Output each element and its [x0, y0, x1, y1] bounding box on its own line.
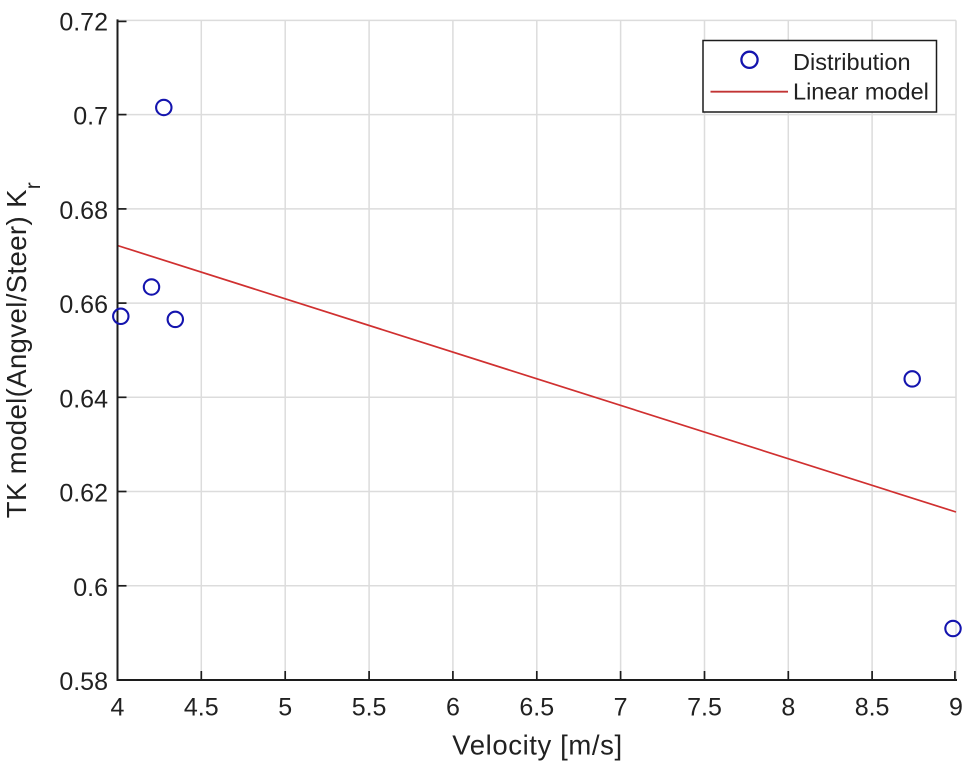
- svg-text:6: 6: [446, 694, 460, 722]
- svg-text:4.5: 4.5: [184, 694, 219, 722]
- svg-text:0.66: 0.66: [59, 291, 108, 319]
- svg-text:8.5: 8.5: [855, 694, 890, 722]
- svg-text:4: 4: [111, 694, 125, 722]
- svg-text:0.68: 0.68: [59, 197, 108, 225]
- svg-text:Linear model: Linear model: [793, 78, 929, 104]
- svg-text:5.5: 5.5: [352, 694, 387, 722]
- svg-text:0.72: 0.72: [59, 8, 108, 36]
- svg-text:7: 7: [614, 694, 628, 722]
- svg-text:5: 5: [278, 694, 292, 722]
- svg-text:6.5: 6.5: [519, 694, 554, 722]
- svg-text:0.62: 0.62: [59, 480, 108, 508]
- svg-text:Velocity [m/s]: Velocity [m/s]: [452, 730, 622, 761]
- svg-text:7.5: 7.5: [687, 694, 722, 722]
- svg-text:0.6: 0.6: [73, 574, 108, 602]
- svg-text:0.7: 0.7: [73, 103, 108, 131]
- svg-text:0.64: 0.64: [59, 385, 108, 413]
- svg-text:0.58: 0.58: [59, 668, 108, 696]
- svg-text:Distribution: Distribution: [793, 49, 911, 75]
- svg-text:9: 9: [949, 694, 963, 722]
- svg-text:8: 8: [781, 694, 795, 722]
